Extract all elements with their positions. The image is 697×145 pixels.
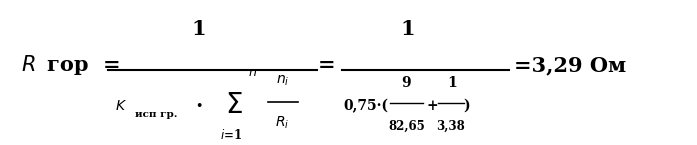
Text: гор  =: гор = xyxy=(47,55,121,75)
Text: 3,38: 3,38 xyxy=(436,120,466,133)
Text: $i$=1: $i$=1 xyxy=(220,128,243,142)
Text: 0,75·(: 0,75·( xyxy=(344,99,389,113)
Text: 1: 1 xyxy=(447,76,457,90)
Text: $R$: $R$ xyxy=(21,55,36,75)
Text: $n$: $n$ xyxy=(247,66,257,79)
Text: исп гр.: исп гр. xyxy=(135,110,177,119)
Text: ·: · xyxy=(195,96,202,116)
Text: =3,29 Ом: =3,29 Ом xyxy=(514,55,626,75)
Text: =: = xyxy=(317,55,335,75)
Text: $\Sigma$: $\Sigma$ xyxy=(224,92,243,119)
Text: $R_i$: $R_i$ xyxy=(275,115,289,132)
Text: 1: 1 xyxy=(401,19,415,39)
Text: ): ) xyxy=(463,99,470,113)
Text: 9: 9 xyxy=(401,76,411,90)
Text: 82,65: 82,65 xyxy=(388,120,424,133)
Text: +: + xyxy=(427,99,438,113)
Text: $K$: $K$ xyxy=(115,99,127,113)
Text: 1: 1 xyxy=(192,19,206,39)
Text: $n_i$: $n_i$ xyxy=(275,74,289,88)
